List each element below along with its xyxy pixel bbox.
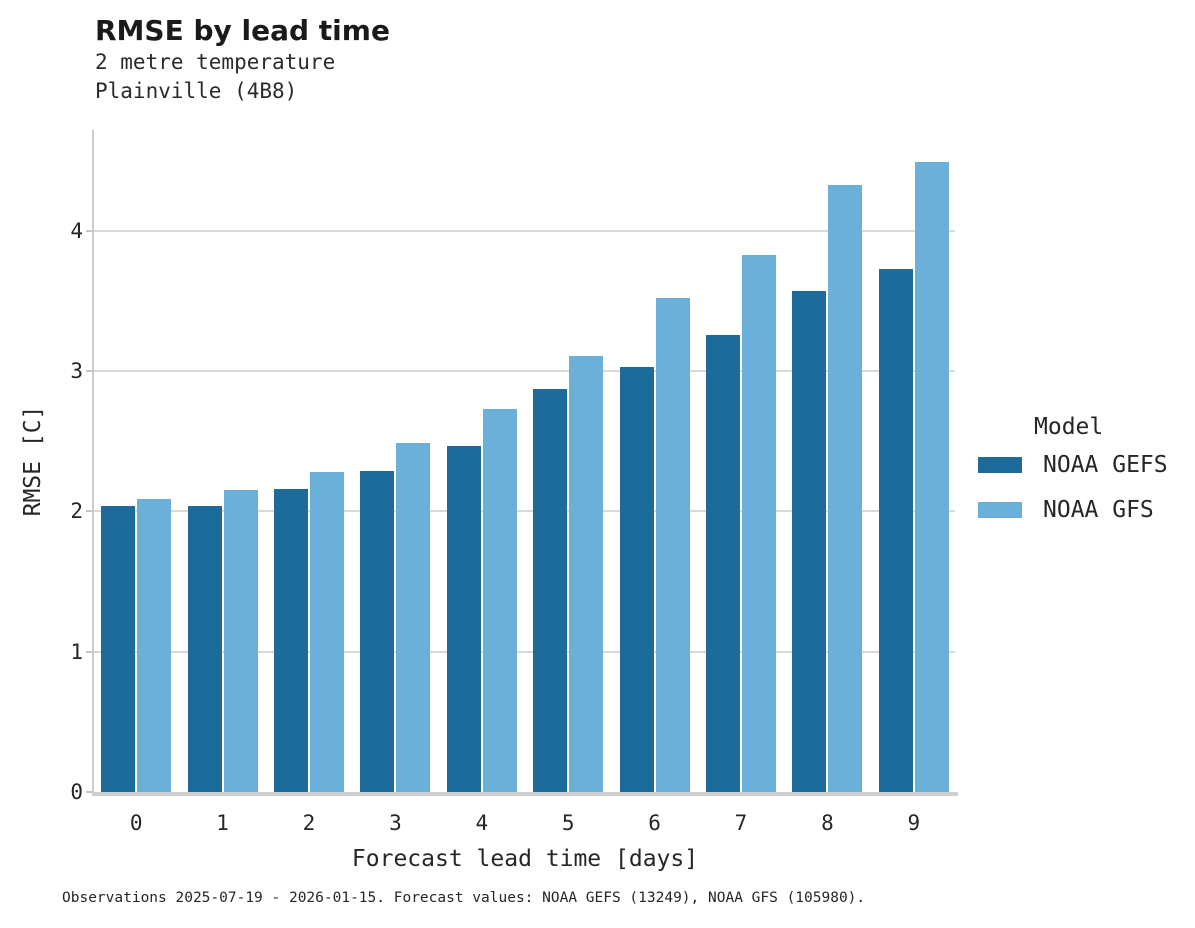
bar-noaa-gefs-day-7 <box>706 334 740 792</box>
bar-noaa-gfs-day-7 <box>742 254 776 792</box>
bar-noaa-gfs-day-5 <box>569 355 604 792</box>
y-tick-label-2: 2 <box>70 499 83 524</box>
y-tick-mark-2 <box>86 510 93 513</box>
bar-noaa-gefs-day-6 <box>619 367 654 792</box>
x-tick-label-5: 5 <box>561 811 575 835</box>
x-tick-label-4: 4 <box>475 811 489 835</box>
x-tick-label-0: 0 <box>129 811 143 835</box>
gridline-y-4 <box>93 229 955 232</box>
gridline-y-3 <box>93 370 955 373</box>
x-tick-label-8: 8 <box>821 811 834 835</box>
x-tick-label-3: 3 <box>389 811 402 835</box>
legend-entry-noaa-gfs: NOAA GFS <box>978 497 1188 523</box>
bar-noaa-gfs-day-2 <box>310 472 344 792</box>
y-tick-mark-4 <box>86 229 93 232</box>
y-tick-label-3: 3 <box>70 359 83 384</box>
legend-swatch-gefs-icon <box>978 457 1022 473</box>
chart-subtitle-station: Plainville (4B8) <box>95 79 298 103</box>
legend-entry-noaa-gefs: NOAA GEFS <box>978 452 1188 478</box>
bar-noaa-gfs-day-0 <box>137 498 172 792</box>
bar-noaa-gefs-day-5 <box>533 389 568 792</box>
chart-title: RMSE by lead time <box>95 14 390 47</box>
legend-title: Model <box>1034 414 1104 440</box>
legend: Model NOAA GEFS NOAA GFS <box>978 414 1188 542</box>
bar-noaa-gefs-day-1 <box>187 505 222 792</box>
bar-noaa-gfs-day-1 <box>223 490 258 792</box>
title-block: RMSE by lead time 2 metre temperature Pl… <box>95 14 390 106</box>
y-tick-label-1: 1 <box>70 639 83 664</box>
bar-noaa-gefs-day-8 <box>792 291 827 792</box>
bar-noaa-gefs-day-0 <box>101 505 136 792</box>
x-tick-label-1: 1 <box>216 811 229 835</box>
caption: Observations 2025-07-19 - 2026-01-15. Fo… <box>62 890 866 906</box>
gridline-y-1 <box>93 650 955 653</box>
y-axis-spine <box>92 130 94 796</box>
bar-noaa-gefs-day-4 <box>446 445 481 792</box>
x-tick-label-7: 7 <box>734 811 748 835</box>
y-tick-mark-0 <box>86 791 93 793</box>
bar-noaa-gfs-day-6 <box>655 298 690 792</box>
bar-noaa-gefs-day-2 <box>274 489 308 792</box>
bar-noaa-gfs-day-8 <box>828 184 863 792</box>
x-axis-title: Forecast lead time [days] <box>351 846 699 872</box>
x-tick-label-9: 9 <box>907 811 921 835</box>
y-tick-mark-3 <box>86 370 93 373</box>
legend-label-gefs: NOAA GEFS <box>1043 452 1168 478</box>
bar-noaa-gfs-day-9 <box>914 162 949 792</box>
y-tick-label-4: 4 <box>70 218 83 243</box>
legend-label-gfs: NOAA GFS <box>1043 497 1154 523</box>
bar-noaa-gefs-day-9 <box>878 268 913 792</box>
x-axis-baseline <box>92 792 958 796</box>
bar-noaa-gfs-day-3 <box>396 442 431 792</box>
chart-subtitle-variable: 2 metre temperature <box>95 50 336 74</box>
x-tick-label-6: 6 <box>648 811 661 835</box>
x-tick-label-2: 2 <box>302 811 316 835</box>
bar-noaa-gfs-day-4 <box>482 409 517 792</box>
gridline-y-2 <box>93 510 955 513</box>
y-tick-label-0: 0 <box>70 780 83 804</box>
legend-swatch-gfs-icon <box>978 502 1022 518</box>
y-tick-mark-1 <box>86 650 93 653</box>
bar-noaa-gefs-day-3 <box>360 470 395 792</box>
